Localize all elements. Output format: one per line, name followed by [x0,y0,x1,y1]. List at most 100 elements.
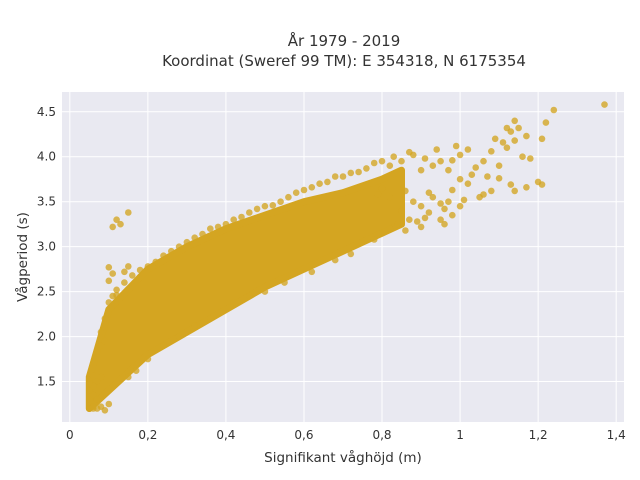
data-point [538,135,546,143]
data-point [386,162,394,169]
data-point [452,142,460,150]
x-tick-label: 0,4 [216,428,235,442]
data-point [89,372,97,380]
data-point [484,173,491,180]
data-point [542,119,550,126]
data-point [261,202,269,210]
data-point [421,214,429,222]
data-point [277,198,284,205]
data-point [519,153,526,160]
data-point [105,400,113,408]
data-point [437,157,444,165]
data-point [456,151,464,159]
y-tick-label: 1.5 [37,375,56,389]
data-point [523,184,530,191]
data-point [230,299,237,306]
data-point [324,178,331,186]
data-point [105,264,113,271]
data-point [246,209,253,216]
data-point [538,181,546,188]
data-points [85,101,608,414]
y-axis-title: Vågperiod (s) [14,212,31,302]
data-point [491,135,499,143]
y-tick-label: 2.0 [37,330,56,344]
data-point [97,328,105,336]
chart-title-line-1: År 1979 - 2019 [288,31,401,50]
data-point [456,202,464,210]
data-point [160,252,167,259]
data-point [121,279,128,286]
data-point [437,200,444,207]
data-point [191,234,198,241]
data-point [495,162,503,169]
data-point [101,315,109,322]
x-tick-label: 1,4 [607,428,626,442]
data-point [109,270,116,277]
data-point [129,272,136,279]
x-tick-label: 0,2 [138,428,157,442]
data-point [488,187,495,195]
data-point [550,106,558,114]
data-point [347,169,355,177]
data-point [331,173,339,180]
data-point [89,391,97,399]
data-point [292,189,300,196]
data-point [214,223,222,231]
data-point [113,216,120,223]
data-point [378,184,386,192]
data-point [429,162,437,169]
data-point [160,342,167,349]
data-point [464,146,472,153]
data-point [113,286,120,294]
data-point [97,342,105,349]
data-point [86,380,93,387]
data-point [472,164,480,171]
data-point [515,124,522,132]
x-tick-label: 1,2 [529,428,548,442]
data-point [355,168,362,176]
data-point [168,247,175,255]
data-point [499,139,507,146]
data-point [417,166,425,174]
data-point [207,315,214,322]
data-point [449,211,456,219]
data-point [402,187,409,195]
data-point [316,180,323,187]
data-point [507,181,515,188]
data-point [417,223,425,231]
data-point [93,378,101,385]
data-point [456,175,464,183]
data-point [93,396,101,403]
data-point [113,291,120,299]
data-point [386,193,394,201]
data-point [495,175,503,182]
data-point [300,186,308,194]
data-point [374,191,382,198]
data-point [433,146,441,153]
data-point [370,236,378,243]
data-point [101,407,109,414]
data-point [417,202,425,210]
data-point [89,403,97,411]
data-point [511,187,518,195]
data-point [308,268,316,276]
x-tick-label: 1 [456,428,464,442]
y-tick-label: 3.0 [37,240,56,254]
data-point [370,159,378,167]
data-point [105,277,113,285]
x-tick-label: 0 [66,428,74,442]
data-point [425,209,433,216]
data-point [144,263,152,270]
data-point [437,216,444,223]
x-axis-ticks: 0 0,2 0,4 0,6 0,8 1 1,2 1,4 [66,428,626,442]
data-point [425,189,433,196]
data-point [390,153,398,160]
x-axis-title: Signifikant våghöjd (m) [264,449,422,466]
data-point [285,193,292,201]
data-point [421,155,429,162]
data-point [441,205,448,213]
data-point [175,333,183,340]
data-point [386,225,394,232]
chart-title-line-2: Koordinat (Sweref 99 TM): E 354318, N 61… [162,52,526,70]
data-point [175,243,183,250]
